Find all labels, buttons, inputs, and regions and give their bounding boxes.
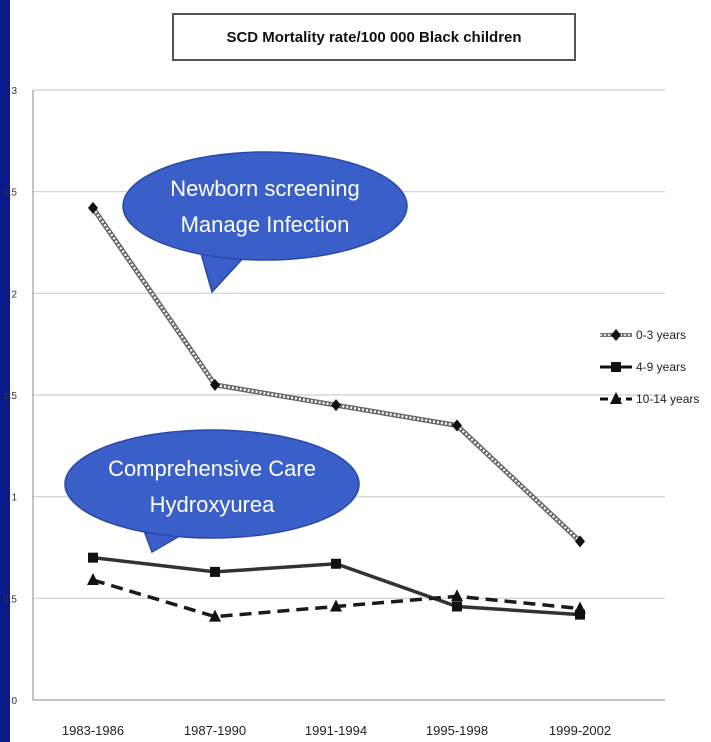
legend-label: 4-9 years bbox=[636, 360, 686, 374]
x-tick-label: 1991-1994 bbox=[305, 723, 367, 738]
data-point bbox=[575, 535, 585, 548]
data-point bbox=[451, 589, 463, 602]
callout-ellipse bbox=[64, 429, 360, 539]
series-10-14-years bbox=[87, 573, 586, 622]
chart-title: SCD Mortality rate/100 000 Black childre… bbox=[226, 28, 522, 46]
y-tick-label: 1 bbox=[11, 493, 17, 504]
data-point bbox=[452, 601, 462, 612]
callout-text: Manage Infection bbox=[181, 212, 350, 237]
series-layer bbox=[87, 201, 586, 622]
data-point bbox=[210, 378, 220, 391]
x-tick-label: 1999-2002 bbox=[549, 723, 611, 738]
x-tick-label: 1983-1986 bbox=[62, 723, 124, 738]
chart-canvas bbox=[10, 0, 711, 742]
data-point bbox=[331, 558, 341, 569]
callout-text: Hydroxyurea bbox=[150, 492, 275, 517]
data-point bbox=[209, 609, 221, 622]
x-tick-label: 1995-1998 bbox=[426, 723, 488, 738]
legend-entry: 0-3 years bbox=[600, 328, 686, 342]
legend-entry: 10-14 years bbox=[600, 392, 699, 406]
callout-text: Comprehensive Care bbox=[108, 456, 316, 481]
y-tick-label: 0 bbox=[11, 696, 17, 707]
series-0-3-years bbox=[88, 201, 585, 548]
data-point bbox=[574, 601, 586, 614]
data-point bbox=[210, 566, 220, 577]
y-tick-label: 0.5 bbox=[3, 594, 17, 605]
data-point bbox=[88, 201, 98, 214]
data-point bbox=[575, 609, 585, 620]
callout-bubble: Newborn screening Manage Infection bbox=[122, 151, 408, 294]
series-4-9-years bbox=[88, 552, 585, 620]
callouts: Newborn screening Manage Infection Compreh… bbox=[64, 151, 408, 554]
data-point bbox=[330, 599, 342, 612]
y-tick-labels: 0 0.5 1 1.5 2 2.5 3 bbox=[3, 86, 17, 707]
data-point bbox=[331, 399, 341, 412]
data-point bbox=[87, 573, 99, 586]
callout-bubble: Comprehensive Care Hydroxyurea bbox=[64, 429, 360, 554]
legend-label: 10-14 years bbox=[636, 392, 699, 406]
x-tick-label: 1987-1990 bbox=[184, 723, 246, 738]
legend-marker bbox=[611, 362, 621, 372]
callout-text: Newborn screening bbox=[170, 176, 360, 201]
legend-marker bbox=[611, 329, 621, 341]
callout-ellipse bbox=[122, 151, 408, 261]
data-point bbox=[452, 419, 462, 432]
legend-marker bbox=[610, 392, 622, 404]
legend: 0-3 years 4-9 years 10-14 years bbox=[600, 328, 699, 406]
y-tick-label: 3 bbox=[11, 86, 17, 97]
data-point bbox=[88, 552, 98, 563]
chart-title-box: SCD Mortality rate/100 000 Black childre… bbox=[172, 13, 576, 61]
y-tick-label: 2.5 bbox=[3, 188, 17, 199]
legend-entry: 4-9 years bbox=[600, 360, 686, 374]
y-tick-label: 1.5 bbox=[3, 391, 17, 402]
x-tick-labels: 1983-1986 1987-1990 1991-1994 1995-1998 1999… bbox=[62, 723, 611, 738]
legend-label: 0-3 years bbox=[636, 328, 686, 342]
y-tick-label: 2 bbox=[11, 289, 17, 300]
